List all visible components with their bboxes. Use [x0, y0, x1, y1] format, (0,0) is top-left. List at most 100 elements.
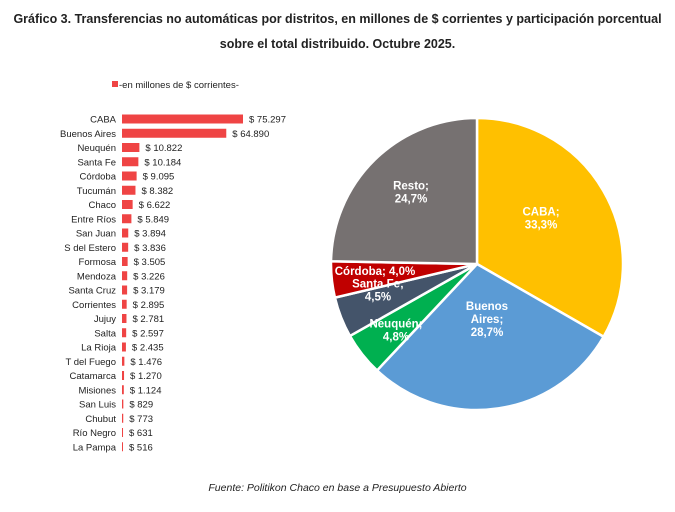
legend-swatch	[112, 81, 118, 87]
category-label: Santa Fe	[77, 157, 116, 168]
bar	[122, 114, 243, 124]
bar-row: San Luis $ 829	[79, 399, 153, 411]
pie-slice-label: Neuquén; 4,8%	[369, 319, 422, 344]
category-label: T del Fuego	[65, 357, 116, 368]
bar-row: Río Negro $ 631	[73, 428, 153, 439]
bar	[122, 171, 137, 181]
category-label: Misiones	[79, 385, 117, 396]
category-label: Catamarca	[70, 371, 117, 382]
bar-row: Chaco $ 6.622	[89, 200, 170, 211]
bar-value-label: $ 2.597	[132, 328, 164, 339]
pie-slice	[475, 116, 625, 338]
bar-value-label: $ 10.184	[144, 157, 181, 168]
bar-value-label: $ 516	[129, 442, 153, 453]
category-label: Córdoba	[80, 172, 117, 183]
bar-value-label: $ 773	[129, 414, 153, 425]
bar-value-label: $ 2.781	[132, 314, 164, 325]
pie-chart: CABA; 33,3% Buenos Aires; 28,7% Neuquén; 4,8% S…	[329, 116, 625, 412]
bar	[122, 385, 124, 395]
chart-title: Gráfico 3. Transferencias no automáticas…	[13, 12, 662, 26]
category-label: Entre Ríos	[71, 214, 116, 225]
bar-row: Neuquén $ 10.822	[77, 143, 182, 154]
bar-row: Salta $ 2.597	[94, 328, 164, 339]
bar-row: Santa Fe $ 10.184	[77, 157, 181, 168]
pie-slice-label: Buenos Aires; 28,7%	[466, 301, 508, 339]
pie-slice	[329, 116, 479, 266]
bar-value-label: $ 75.297	[249, 115, 286, 126]
bar-value-label: $ 1.476	[130, 357, 162, 368]
bar-row: Misiones $ 1.124	[79, 385, 162, 396]
pie-slice	[375, 262, 605, 412]
bar	[122, 228, 129, 238]
pie-slice-label: CABA; 33,3%	[522, 207, 559, 232]
bar-value-label: $ 64.890	[232, 129, 269, 140]
bar-row: La Rioja $ 2.435	[81, 342, 164, 354]
bar-row: Chubut $ 773	[85, 413, 153, 425]
category-label: Santa Cruz	[68, 286, 116, 297]
bar-row: Mendoza $ 3.226	[77, 271, 165, 282]
bar-value-label: $ 10.822	[145, 143, 182, 154]
chart-title-line-2: sobre el total distribuido. Octubre 2025…	[219, 37, 456, 51]
bar-row: Corrientes $ 2.895	[72, 299, 165, 311]
bar	[122, 314, 127, 323]
bar	[122, 442, 123, 452]
bar-row: Jujuy $ 2.781	[94, 314, 164, 325]
bar	[122, 200, 133, 209]
bar-row: Catamarca $ 1.270	[70, 371, 162, 382]
bar	[122, 185, 136, 195]
category-label: Río Negro	[73, 428, 116, 439]
bar-value-label: $ 3.894	[134, 229, 166, 240]
bar	[122, 157, 139, 167]
bar-value-label: $ 1.270	[130, 371, 162, 382]
source-note: Fuente: Politikon Chaco en base a Presup…	[208, 482, 467, 494]
bar	[122, 428, 124, 437]
category-label: La Rioja	[81, 343, 117, 354]
category-label: San Juan	[76, 229, 116, 240]
bar-value-label: $ 9.095	[143, 172, 175, 183]
bar-value-label: $ 3.836	[134, 243, 166, 254]
bar-row: Santa Cruz $ 3.179	[68, 285, 165, 297]
bar	[122, 413, 124, 423]
category-label: Buenos Aires	[60, 129, 116, 140]
bar-value-label: $ 631	[129, 428, 153, 439]
bar	[122, 285, 128, 295]
bar	[122, 257, 128, 266]
bar-value-label: $ 2.895	[133, 300, 165, 311]
category-label: Mendoza	[77, 271, 117, 282]
category-label: Chubut	[85, 414, 116, 425]
bar-value-label: $ 5.849	[137, 214, 169, 225]
bar-row: Entre Ríos $ 5.849	[71, 214, 169, 225]
bar-value-label: $ 1.124	[130, 385, 162, 396]
legend-label: -en millones de $ corrientes-	[119, 80, 239, 91]
bar-value-label: $ 2.435	[132, 343, 164, 354]
pie-slice-label: Santa Fe; 4,5%	[352, 279, 404, 304]
bar-row: Tucumán $ 8.382	[77, 185, 173, 197]
bar-value-label: $ 8.382	[141, 186, 173, 197]
bar-value-label: $ 3.179	[133, 286, 165, 297]
category-label: Chaco	[89, 200, 116, 211]
bar	[122, 356, 125, 366]
bar	[122, 299, 127, 309]
category-label: CABA	[90, 115, 117, 126]
bar	[122, 128, 227, 138]
category-label: Salta	[94, 328, 116, 339]
bar	[122, 271, 128, 281]
bar	[122, 214, 132, 224]
bar-value-label: $ 3.505	[134, 257, 166, 268]
bar-row: La Pampa $ 516	[73, 442, 153, 453]
bar-row: Buenos Aires $ 64.890	[60, 128, 269, 140]
category-label: Neuquén	[77, 143, 116, 154]
bar-value-label: $ 3.226	[133, 271, 165, 282]
bar	[122, 328, 127, 338]
category-label: Jujuy	[94, 314, 116, 325]
category-label: La Pampa	[73, 442, 117, 453]
bar	[122, 399, 124, 409]
bar-row: CABA $ 75.297	[90, 114, 286, 126]
category-label: Tucumán	[77, 186, 116, 197]
bar-row: Córdoba $ 9.095	[80, 171, 175, 183]
bar-chart: -en millones de $ corrientes- CABA $ 75.2…	[60, 80, 286, 453]
bar	[122, 143, 140, 152]
pie-slice-label: Córdoba; 4,0%	[335, 266, 416, 278]
bar	[122, 242, 129, 252]
